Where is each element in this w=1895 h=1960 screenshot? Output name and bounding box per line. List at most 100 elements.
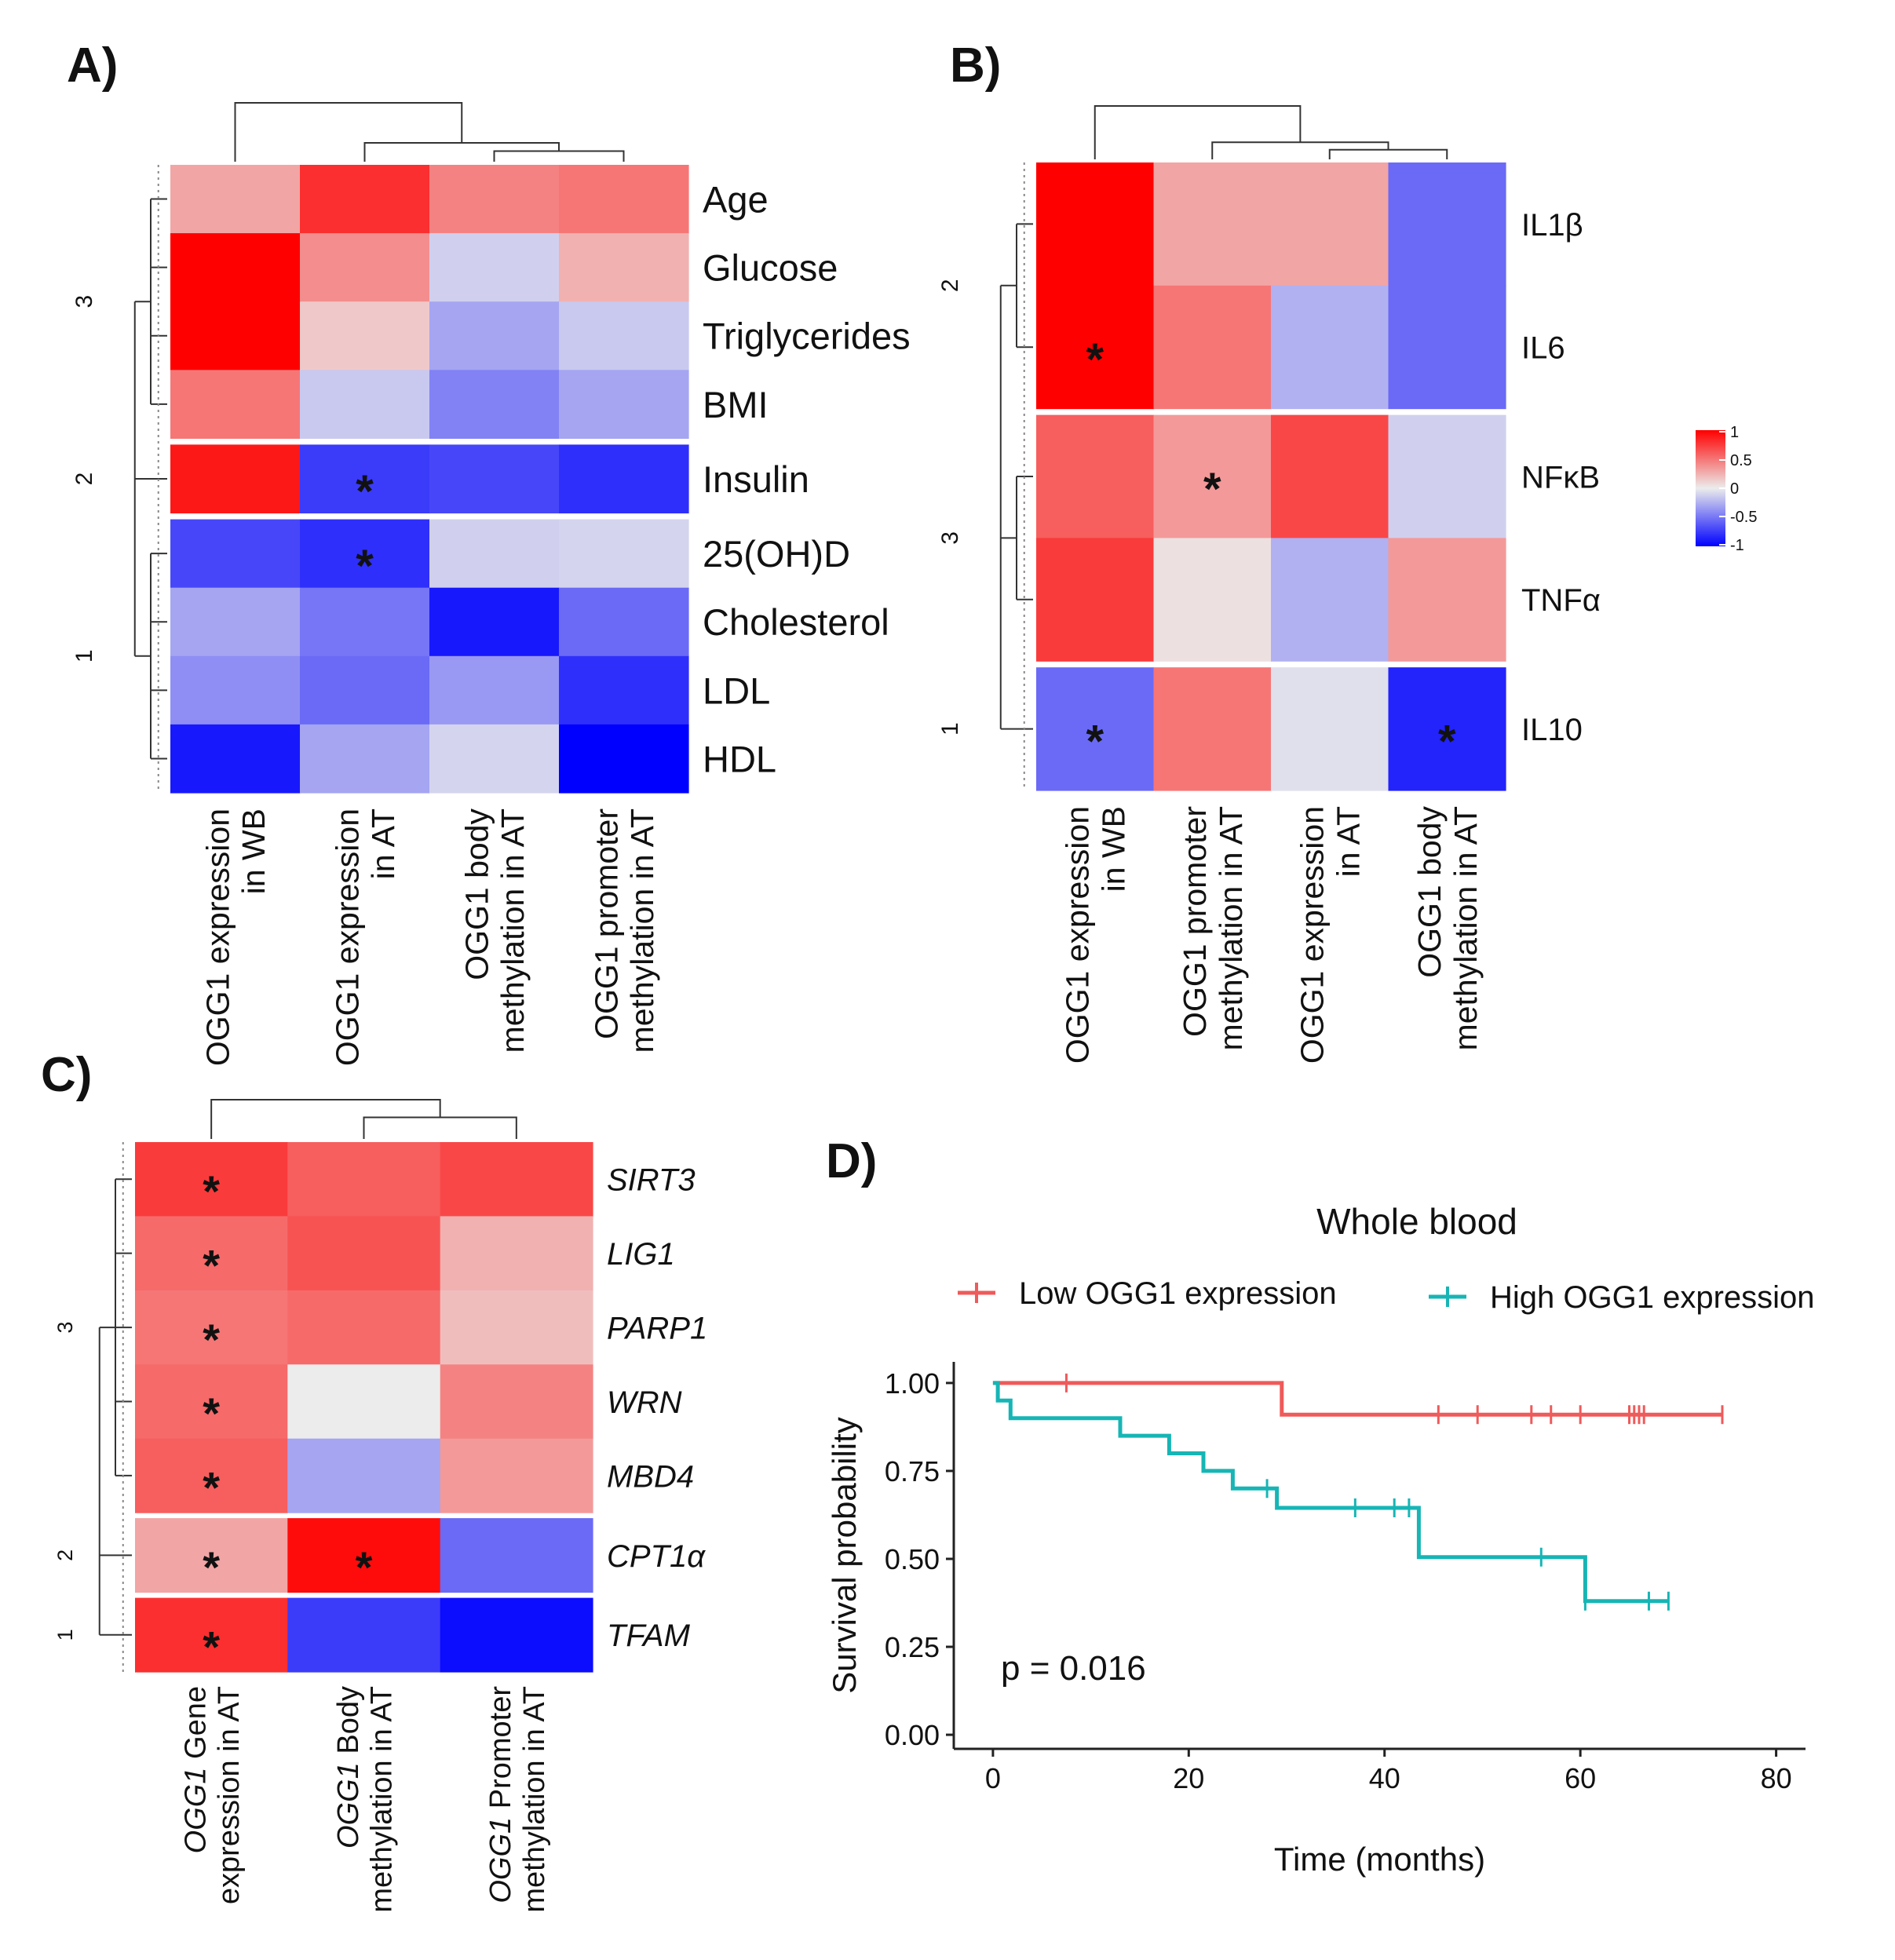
column-label: OGG1 bodymethylation in AT	[1411, 806, 1484, 1051]
heatmap-cell	[1153, 414, 1272, 538]
heatmap-cell	[300, 655, 430, 725]
heatmap-cell	[287, 1142, 441, 1217]
survival-curve	[992, 1381, 1669, 1604]
row-label: HDL	[703, 738, 776, 779]
heatmap-cell	[440, 1597, 593, 1673]
heatmap-cell	[170, 724, 301, 794]
y-tick-label: 0.75	[885, 1455, 940, 1487]
heatmap-cell	[300, 370, 430, 439]
heatmap-cell	[1271, 162, 1389, 287]
heatmap-cell	[287, 1290, 441, 1365]
row-label: SIRT3	[607, 1163, 696, 1198]
column-dendrogram-branch	[1094, 105, 1302, 159]
heatmap-cell	[440, 1290, 593, 1365]
heatmap-cell	[429, 165, 560, 234]
heatmap-cell	[135, 1597, 288, 1673]
heatmap-cell	[559, 587, 689, 657]
heatmap-cell	[1271, 538, 1389, 662]
heatmap-cell	[170, 301, 301, 370]
heatmap-cell	[1036, 667, 1155, 791]
significance-star: *	[203, 1166, 220, 1216]
heatmap-cell	[1036, 538, 1155, 662]
x-tick-label: 20	[1173, 1762, 1204, 1794]
heatmap-cell	[1388, 667, 1506, 791]
heatmap-cell	[300, 165, 430, 234]
heatmap-cell	[559, 519, 689, 589]
x-tick-label: 60	[1565, 1762, 1596, 1794]
significance-star: *	[356, 466, 374, 517]
panel-b-letter: B)	[950, 38, 1001, 93]
significance-star: *	[203, 1315, 220, 1364]
row-label: LIG1	[607, 1237, 675, 1272]
row-label: PARP1	[607, 1312, 707, 1346]
heatmap-cell	[135, 1438, 288, 1513]
heatmap-cell	[135, 1216, 288, 1291]
panel-d: D) Whole blood Low OGG1 expression High OG…	[826, 1134, 1815, 1878]
legend-tick-label: -1	[1730, 537, 1744, 554]
heatmap-cell	[170, 165, 301, 234]
heatmap-cell	[287, 1216, 441, 1291]
legend-tick-label: 0.5	[1730, 452, 1752, 469]
significance-star: *	[1438, 717, 1456, 768]
row-label: Age	[703, 179, 769, 221]
heatmap-cell	[135, 1364, 288, 1440]
row-label: WRN	[607, 1385, 682, 1420]
heatmap-cell	[300, 519, 430, 589]
cluster-label: 1	[937, 722, 963, 735]
heatmap-cell	[429, 655, 560, 725]
column-label: OGG1 Promotermethylation in AT	[484, 1686, 551, 1913]
significance-star: *	[1086, 717, 1105, 768]
column-label: OGG1 expressionin WB	[199, 808, 272, 1066]
panel-a-letter: A)	[67, 38, 118, 93]
heatmap-cell	[440, 1518, 593, 1593]
column-dendrogram-branch	[210, 1099, 441, 1139]
heatmap-cell	[1153, 538, 1272, 662]
cluster-label: 1	[53, 1629, 77, 1641]
heatmap-cell	[440, 1216, 593, 1291]
column-dendrogram-branch	[493, 150, 625, 162]
heatmap-cell	[135, 1518, 288, 1593]
heatmap-cell	[300, 444, 430, 514]
y-axis-title: Survival probability	[826, 1417, 863, 1694]
column-dendrogram-branch	[1211, 141, 1389, 159]
heatmap-cell	[429, 301, 560, 370]
significance-star: *	[356, 541, 374, 592]
y-tick-label: 0.50	[885, 1543, 940, 1575]
significance-star: *	[203, 1542, 220, 1592]
heatmap-cell	[440, 1364, 593, 1440]
heatmap-cell	[559, 233, 689, 302]
heatmap-cell	[559, 301, 689, 370]
panel-c: C) * * * * * * * * SIRT3 LIG1 PARP1 WRN MBD4 CPT1α TFA…	[41, 1048, 707, 1913]
heatmap-cell	[559, 724, 689, 794]
heatmap-cell	[1271, 285, 1389, 410]
x-tick-label: 0	[985, 1762, 1001, 1794]
heatmap-cell	[429, 444, 560, 514]
row-label: MBD4	[607, 1459, 694, 1494]
x-axis-title: Time (months)	[1274, 1841, 1485, 1878]
heatmap-cell	[1388, 285, 1506, 410]
heatmap-cell	[1388, 162, 1506, 287]
cluster-label: 1	[71, 649, 97, 662]
x-tick-label: 40	[1369, 1762, 1400, 1794]
row-label: BMI	[703, 384, 769, 425]
legend-label: Low OGG1 expression	[1019, 1276, 1337, 1311]
heatmap-cell	[300, 233, 430, 302]
heatmap-cell	[1271, 667, 1389, 791]
column-dendrogram-branch	[363, 142, 560, 162]
heatmap-cell	[1271, 414, 1389, 538]
heatmap-cell	[1388, 414, 1506, 538]
heatmap-cell	[135, 1290, 288, 1365]
significance-star: *	[203, 1389, 220, 1438]
column-dendrogram-branch	[363, 1116, 517, 1139]
heatmap-cell	[429, 370, 560, 439]
heatmap-cell	[429, 519, 560, 589]
column-label: OGG1 expressionin WB	[1060, 806, 1132, 1064]
heatmap-cell	[287, 1364, 441, 1440]
heatmap-cell	[1036, 285, 1155, 410]
y-tick-label: 0.00	[885, 1719, 940, 1751]
heatmap-cell	[559, 370, 689, 439]
heatmap-cell	[1036, 162, 1155, 287]
column-label: OGG1 expressionin AT	[1294, 806, 1367, 1064]
legend-tick-label: 1	[1730, 424, 1739, 441]
